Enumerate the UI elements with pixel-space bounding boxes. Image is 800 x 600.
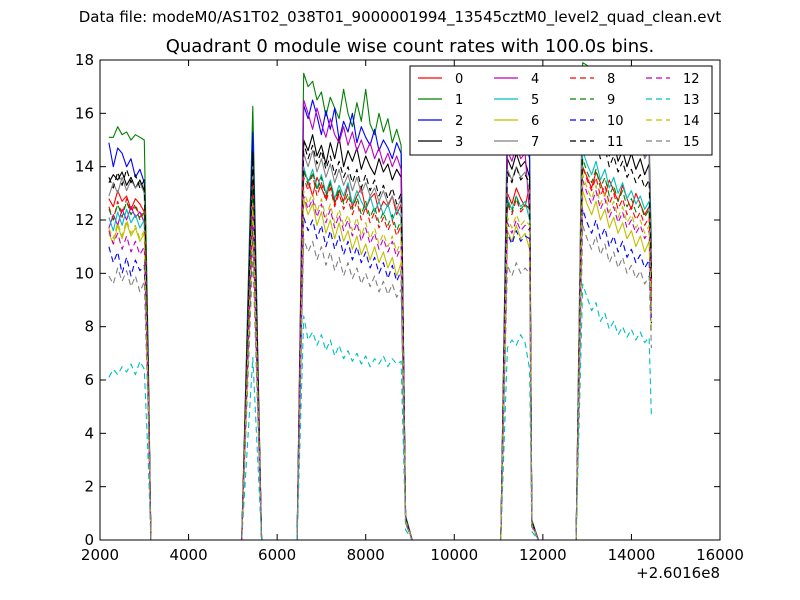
x-tick-label: 8000 <box>347 546 385 564</box>
series-line-0 <box>108 159 652 541</box>
legend-label-0: 0 <box>455 72 463 87</box>
x-tick-label: 2000 <box>81 546 119 564</box>
x-offset-label: +2.6016e8 <box>636 564 720 582</box>
series-line-8 <box>108 166 652 541</box>
legend-label-10: 10 <box>607 114 624 129</box>
y-tick-label: 0 <box>84 531 94 549</box>
legend-label-3: 3 <box>455 135 463 150</box>
series-line-6 <box>108 190 652 541</box>
series-line-4 <box>108 91 652 541</box>
series-line-3 <box>108 126 652 541</box>
y-tick-label: 10 <box>75 264 94 282</box>
series-line-12 <box>108 179 652 541</box>
legend-label-5: 5 <box>531 93 539 108</box>
chart-title: Quadrant 0 module wise count rates with … <box>165 36 655 57</box>
x-tick-label: 12000 <box>519 546 567 564</box>
figure-suptitle: Data file: modeM0/AS1T02_038T01_90000019… <box>78 8 722 26</box>
legend-label-2: 2 <box>455 114 463 129</box>
legend-label-9: 9 <box>607 93 615 108</box>
y-tick-label: 2 <box>84 478 94 496</box>
legend-label-7: 7 <box>531 135 539 150</box>
axes-frame <box>99 59 721 541</box>
y-tick-label: 12 <box>75 211 94 229</box>
series-line-14 <box>108 174 652 541</box>
x-tick-label: 10000 <box>430 546 478 564</box>
legend-label-13: 13 <box>683 93 700 108</box>
series-line-15 <box>108 224 652 541</box>
x-tick-label: 16000 <box>696 546 744 564</box>
y-tick-label: 16 <box>75 104 94 122</box>
y-tick-label: 6 <box>84 371 94 389</box>
legend-label-1: 1 <box>455 93 463 108</box>
y-tick-label: 8 <box>84 318 94 336</box>
y-tick-label: 14 <box>75 158 94 176</box>
y-tick-label: 4 <box>84 424 94 442</box>
x-tick-label: 4000 <box>169 546 207 564</box>
series-line-10 <box>108 208 652 541</box>
x-tick-label: 6000 <box>258 546 296 564</box>
legend-label-11: 11 <box>607 135 624 150</box>
legend-frame <box>409 65 713 156</box>
x-tick-label: 14000 <box>608 546 656 564</box>
series-line-9 <box>108 158 652 541</box>
legend-label-6: 6 <box>531 114 539 129</box>
legend-label-4: 4 <box>531 72 539 87</box>
legend-label-14: 14 <box>683 114 700 129</box>
series-line-11 <box>108 128 652 541</box>
series-line-7 <box>108 88 652 541</box>
series-line-13 <box>108 283 652 541</box>
y-tick-label: 18 <box>75 51 94 69</box>
legend-label-8: 8 <box>607 72 615 87</box>
legend-label-12: 12 <box>683 72 700 87</box>
ticks-layer: 2000 4000 6000 8000 10000 12000 14000 16000 0 2 4 6… <box>75 51 744 564</box>
legend-label-15: 15 <box>683 135 700 150</box>
